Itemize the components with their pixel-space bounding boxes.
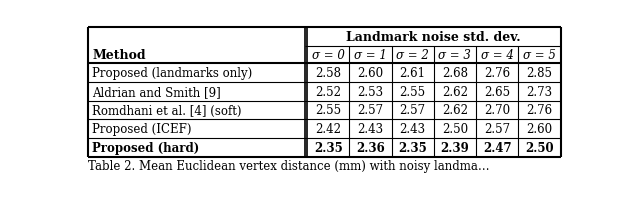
Text: 2.68: 2.68 — [442, 67, 468, 80]
Text: Landmark noise std. dev.: Landmark noise std. dev. — [346, 31, 521, 44]
Text: 2.60: 2.60 — [357, 67, 383, 80]
Text: 2.58: 2.58 — [315, 67, 341, 80]
Text: 2.57: 2.57 — [357, 104, 383, 117]
Text: 2.43: 2.43 — [399, 122, 426, 136]
Text: 2.57: 2.57 — [484, 122, 510, 136]
Text: σ = 4: σ = 4 — [481, 49, 513, 62]
Text: 2.57: 2.57 — [399, 104, 426, 117]
Text: 2.70: 2.70 — [484, 104, 510, 117]
Text: Proposed (ICEF): Proposed (ICEF) — [92, 122, 192, 136]
Text: Table 2. Mean Euclidean vertex distance (mm) with noisy landma…: Table 2. Mean Euclidean vertex distance … — [88, 160, 490, 173]
Text: 2.35: 2.35 — [398, 141, 427, 154]
Text: 2.47: 2.47 — [483, 141, 511, 154]
Text: 2.42: 2.42 — [315, 122, 341, 136]
Text: 2.61: 2.61 — [399, 67, 426, 80]
Text: Aldrian and Smith [9]: Aldrian and Smith [9] — [92, 85, 221, 98]
Text: 2.76: 2.76 — [484, 67, 510, 80]
Text: σ = 1: σ = 1 — [354, 49, 387, 62]
Text: 2.85: 2.85 — [526, 67, 552, 80]
Text: Method: Method — [92, 49, 146, 62]
Text: 2.73: 2.73 — [526, 85, 552, 98]
Text: Romdhani et al. [4] (soft): Romdhani et al. [4] (soft) — [92, 104, 242, 117]
Text: 2.39: 2.39 — [440, 141, 469, 154]
Text: 2.65: 2.65 — [484, 85, 510, 98]
Text: 2.43: 2.43 — [357, 122, 383, 136]
Text: 2.35: 2.35 — [314, 141, 342, 154]
Text: 2.55: 2.55 — [315, 104, 341, 117]
Text: σ = 2: σ = 2 — [396, 49, 429, 62]
Text: 2.36: 2.36 — [356, 141, 385, 154]
Text: Proposed (landmarks only): Proposed (landmarks only) — [92, 67, 253, 80]
Text: 2.62: 2.62 — [442, 104, 468, 117]
Text: 2.62: 2.62 — [442, 85, 468, 98]
Text: σ = 5: σ = 5 — [523, 49, 556, 62]
Text: σ = 0: σ = 0 — [312, 49, 344, 62]
Text: σ = 3: σ = 3 — [438, 49, 471, 62]
Text: 2.50: 2.50 — [525, 141, 554, 154]
Text: 2.50: 2.50 — [442, 122, 468, 136]
Text: 2.52: 2.52 — [315, 85, 341, 98]
Text: 2.55: 2.55 — [399, 85, 426, 98]
Text: Proposed (hard): Proposed (hard) — [92, 141, 200, 154]
Text: 2.60: 2.60 — [526, 122, 552, 136]
Text: 2.76: 2.76 — [526, 104, 552, 117]
Text: 2.53: 2.53 — [357, 85, 383, 98]
